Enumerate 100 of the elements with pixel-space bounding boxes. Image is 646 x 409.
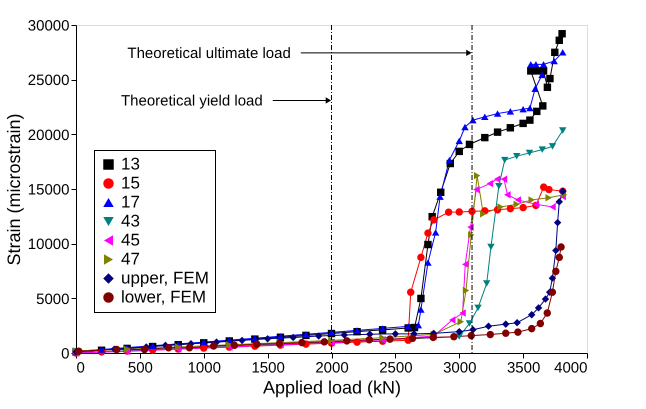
legend-label: 13 — [121, 154, 140, 174]
point — [502, 320, 510, 328]
point — [320, 338, 328, 346]
point — [519, 120, 527, 128]
point — [514, 200, 520, 208]
point — [298, 338, 306, 346]
point — [466, 320, 474, 327]
point — [424, 240, 432, 248]
point — [238, 336, 246, 344]
point — [289, 334, 297, 342]
point — [544, 84, 552, 92]
point — [113, 346, 120, 354]
point — [468, 208, 476, 216]
point — [456, 148, 463, 156]
point — [164, 344, 172, 352]
point — [526, 116, 534, 124]
x-tick-label: 3500 — [506, 360, 540, 376]
point — [502, 330, 510, 337]
point — [353, 338, 361, 346]
point — [558, 30, 566, 38]
point — [456, 208, 463, 216]
point — [366, 336, 374, 344]
point — [548, 143, 556, 150]
point — [506, 124, 514, 132]
legend-label: 15 — [121, 174, 140, 192]
point — [75, 348, 83, 355]
point — [545, 194, 552, 202]
point — [500, 175, 508, 183]
x-tick-label: 1500 — [251, 360, 285, 376]
x-axis-title: Applied load (kN) — [262, 378, 402, 398]
point — [473, 186, 480, 194]
point — [538, 146, 546, 153]
point — [462, 286, 470, 294]
ref-line-label: Theoretical yield load — [120, 92, 263, 110]
legend-label: 17 — [121, 192, 140, 212]
point — [556, 254, 563, 262]
point — [514, 196, 522, 204]
legend-label: upper, FEM — [121, 268, 209, 288]
point — [513, 319, 521, 326]
point — [486, 330, 494, 338]
point — [494, 128, 502, 136]
y-tick-label: 25000 — [28, 72, 70, 90]
point — [556, 198, 563, 206]
point — [552, 246, 560, 254]
x-tick-label: 0 — [76, 360, 85, 376]
point — [549, 203, 556, 211]
point — [340, 331, 348, 339]
point — [534, 304, 542, 312]
point — [528, 196, 535, 204]
point — [551, 48, 559, 56]
point — [444, 208, 452, 216]
point — [559, 127, 566, 134]
point — [315, 332, 322, 340]
point — [414, 322, 422, 328]
point — [544, 309, 551, 317]
point — [481, 114, 489, 120]
point — [519, 204, 527, 212]
point — [539, 102, 547, 110]
point — [504, 191, 511, 199]
point — [559, 49, 566, 56]
legend-label: lower, FEM — [121, 288, 206, 306]
y-axis-title: Strain (microstrain) — [4, 113, 24, 266]
point — [424, 229, 432, 237]
point — [494, 110, 502, 117]
point — [450, 333, 458, 340]
point — [462, 260, 468, 268]
point — [550, 58, 558, 64]
point — [546, 74, 554, 82]
point — [483, 280, 490, 287]
point — [487, 244, 495, 250]
point — [474, 172, 480, 180]
legend-label: 47 — [121, 250, 140, 268]
legend-label: 43 — [121, 212, 140, 230]
point — [481, 134, 489, 142]
point — [552, 268, 560, 276]
point — [449, 316, 456, 324]
point — [528, 311, 536, 318]
point — [386, 335, 394, 343]
point — [461, 124, 469, 130]
point — [210, 342, 218, 350]
point — [501, 156, 508, 164]
point — [486, 180, 494, 188]
x-tick-label: 2500 — [379, 360, 413, 376]
point — [526, 104, 534, 112]
point — [417, 294, 425, 302]
point — [526, 150, 534, 156]
point — [480, 210, 486, 218]
y-tick-label: 20000 — [28, 126, 70, 144]
point — [554, 218, 562, 226]
point — [548, 274, 556, 282]
point — [532, 61, 540, 68]
legend-label: 45 — [121, 230, 140, 250]
point — [494, 175, 500, 183]
point — [392, 330, 400, 338]
point — [506, 108, 514, 115]
point — [506, 204, 514, 212]
point — [456, 138, 463, 144]
x-tick-label: 3000 — [443, 360, 476, 376]
point — [533, 108, 540, 116]
point — [459, 309, 466, 317]
